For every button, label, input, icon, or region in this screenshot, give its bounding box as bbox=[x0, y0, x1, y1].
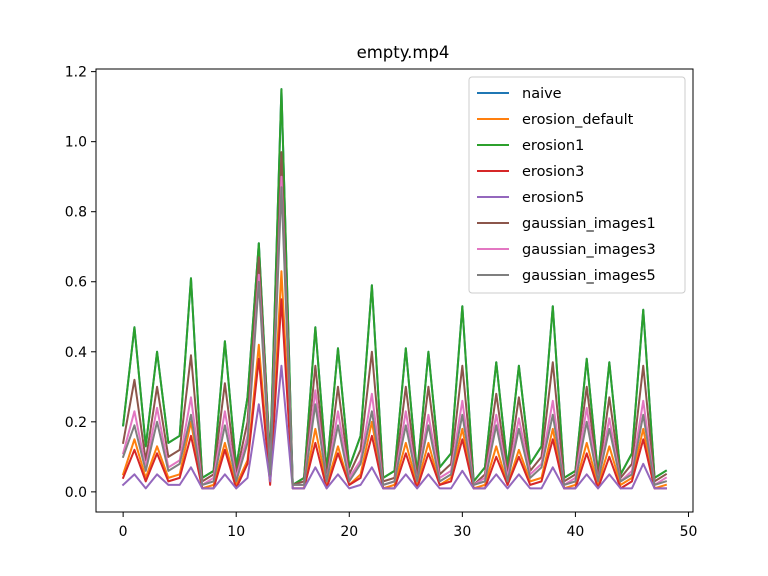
legend-label-erosion1: erosion1 bbox=[522, 138, 584, 154]
y-tick-label: 0.8 bbox=[65, 205, 87, 221]
x-tick-label: 10 bbox=[227, 524, 245, 540]
x-tick-label: 30 bbox=[453, 524, 471, 540]
y-tick-label: 0.4 bbox=[65, 345, 87, 361]
legend-label-erosion5: erosion5 bbox=[522, 190, 584, 206]
legend-label-gaussian-images1: gaussian_images1 bbox=[522, 216, 656, 232]
legend-label-erosion3: erosion3 bbox=[522, 164, 584, 180]
x-tick-label: 0 bbox=[119, 524, 128, 540]
x-axis: 0 10 20 30 40 50 bbox=[119, 512, 698, 540]
series-line-erosion5 bbox=[121, 364, 667, 490]
y-tick-label: 1.0 bbox=[65, 135, 87, 151]
x-tick-label: 40 bbox=[566, 524, 584, 540]
y-tick-label: 1.2 bbox=[65, 65, 87, 81]
x-tick-label: 20 bbox=[340, 524, 358, 540]
y-tick-label: 0.6 bbox=[65, 275, 87, 291]
x-tick-label: 50 bbox=[680, 524, 698, 540]
legend-label-naive: naive bbox=[522, 86, 562, 102]
legend-box bbox=[468, 76, 686, 294]
axes-frame bbox=[95, 68, 694, 513]
chart-title: empty.mp4 bbox=[357, 43, 450, 62]
series-line-gaussian-images5 bbox=[121, 186, 668, 486]
y-axis: 0.0 0.2 0.4 0.6 0.8 1.0 1.2 bbox=[65, 65, 96, 501]
legend-label-gaussian-images3: gaussian_images3 bbox=[522, 242, 656, 258]
legend: naive erosion_default erosion1 erosion3 eros… bbox=[468, 76, 686, 294]
y-tick-label: 0.0 bbox=[65, 485, 87, 501]
legend-label-erosion-default: erosion_default bbox=[522, 112, 634, 128]
plot-series-group bbox=[121, 88, 668, 490]
legend-label-gaussian-images5: gaussian_images5 bbox=[522, 268, 656, 284]
y-tick-label: 0.2 bbox=[65, 415, 87, 431]
